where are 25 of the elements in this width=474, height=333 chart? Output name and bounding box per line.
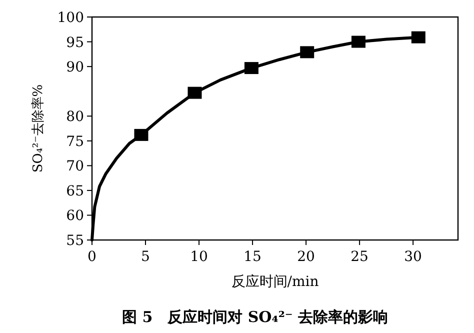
x-tick-label: 0 — [88, 249, 96, 265]
point — [351, 36, 366, 48]
point — [411, 31, 426, 44]
x-tick-label: 20 — [297, 249, 315, 265]
x-tick-label: 30 — [404, 249, 422, 265]
x-tick-label: 10 — [190, 249, 208, 265]
point — [300, 46, 314, 58]
x-tick-label: 15 — [244, 249, 262, 265]
x-tick-label: 5 — [141, 249, 150, 265]
x-axis-title: 反应时间/min — [231, 274, 319, 290]
point — [134, 128, 148, 141]
x-tick-label: 25 — [350, 249, 368, 265]
y-tick-label: 90 — [66, 60, 84, 76]
y-tick-label: 95 — [66, 34, 84, 51]
point — [188, 86, 202, 99]
y-tick-label: 100 — [57, 10, 84, 26]
y-tick-label: 65 — [66, 183, 84, 200]
y-tick-label: 70 — [66, 158, 84, 175]
y-tick-label: 60 — [66, 208, 84, 224]
y-tick-label: 80 — [66, 109, 84, 126]
point — [244, 62, 258, 74]
y-tick-label: 75 — [66, 134, 84, 150]
text: 图 5 反应时间对 SO₄²⁻ 去除率的影响 — [122, 308, 388, 326]
y-axis-title: SO₄²⁻去除率% — [30, 84, 46, 173]
y-tick-label: 55 — [66, 233, 84, 249]
